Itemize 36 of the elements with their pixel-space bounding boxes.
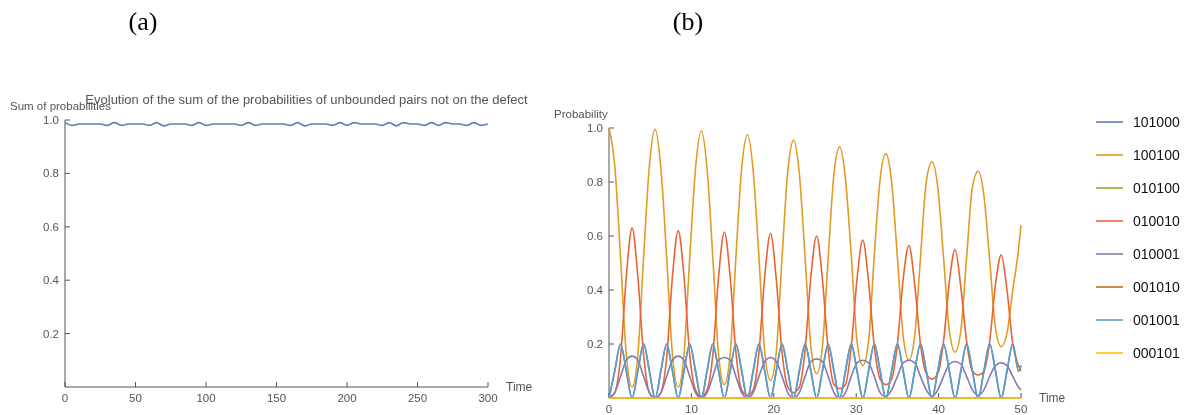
legend-label: 100100 [1133,147,1180,163]
x-tick-label: 0 [605,403,613,415]
x-tick-label: 0 [61,392,69,404]
legend-label: 010001 [1133,246,1180,262]
y-tick-label: 0.6 [587,230,603,242]
y-axis-title: Probability [554,108,608,120]
x-tick-label: 250 [407,392,428,404]
y-tick-label: 1.0 [587,122,603,134]
x-tick-label: 150 [266,392,287,404]
y-tick-label: 0.8 [587,176,603,188]
x-tick-label: 50 [129,392,142,404]
y-tick-label: 0.6 [43,220,59,233]
x-tick-label: 30 [849,403,863,415]
y-tick-label: 1.0 [43,114,59,126]
legend-label: 001010 [1133,279,1180,295]
y-tick-label: 0.2 [43,327,59,340]
x-tick-label: 50 [1014,403,1028,415]
x-axis-title: Time [1039,391,1066,405]
legend-label: 000101 [1133,345,1180,361]
y-tick-label: 0.4 [43,274,60,287]
text: (b) [672,7,704,36]
x-tick-label: 40 [932,403,945,415]
x-tick-label: 20 [767,403,781,415]
legend-label: 001001 [1133,312,1180,328]
x-tick-label: 200 [337,392,357,404]
y-tick-label: 0.4 [587,284,604,296]
x-axis-title: Time [506,380,533,394]
x-tick-label: 10 [685,403,698,415]
y-tick-label: 0.8 [43,167,59,180]
x-tick-label: 300 [478,392,498,404]
x-tick-label: 100 [196,392,216,404]
text: (a) [128,7,158,36]
y-tick-label: 0.2 [587,338,603,350]
legend-label: 010010 [1133,213,1180,229]
legend-label: 101000 [1133,114,1180,130]
legend-label: 010100 [1133,180,1180,196]
